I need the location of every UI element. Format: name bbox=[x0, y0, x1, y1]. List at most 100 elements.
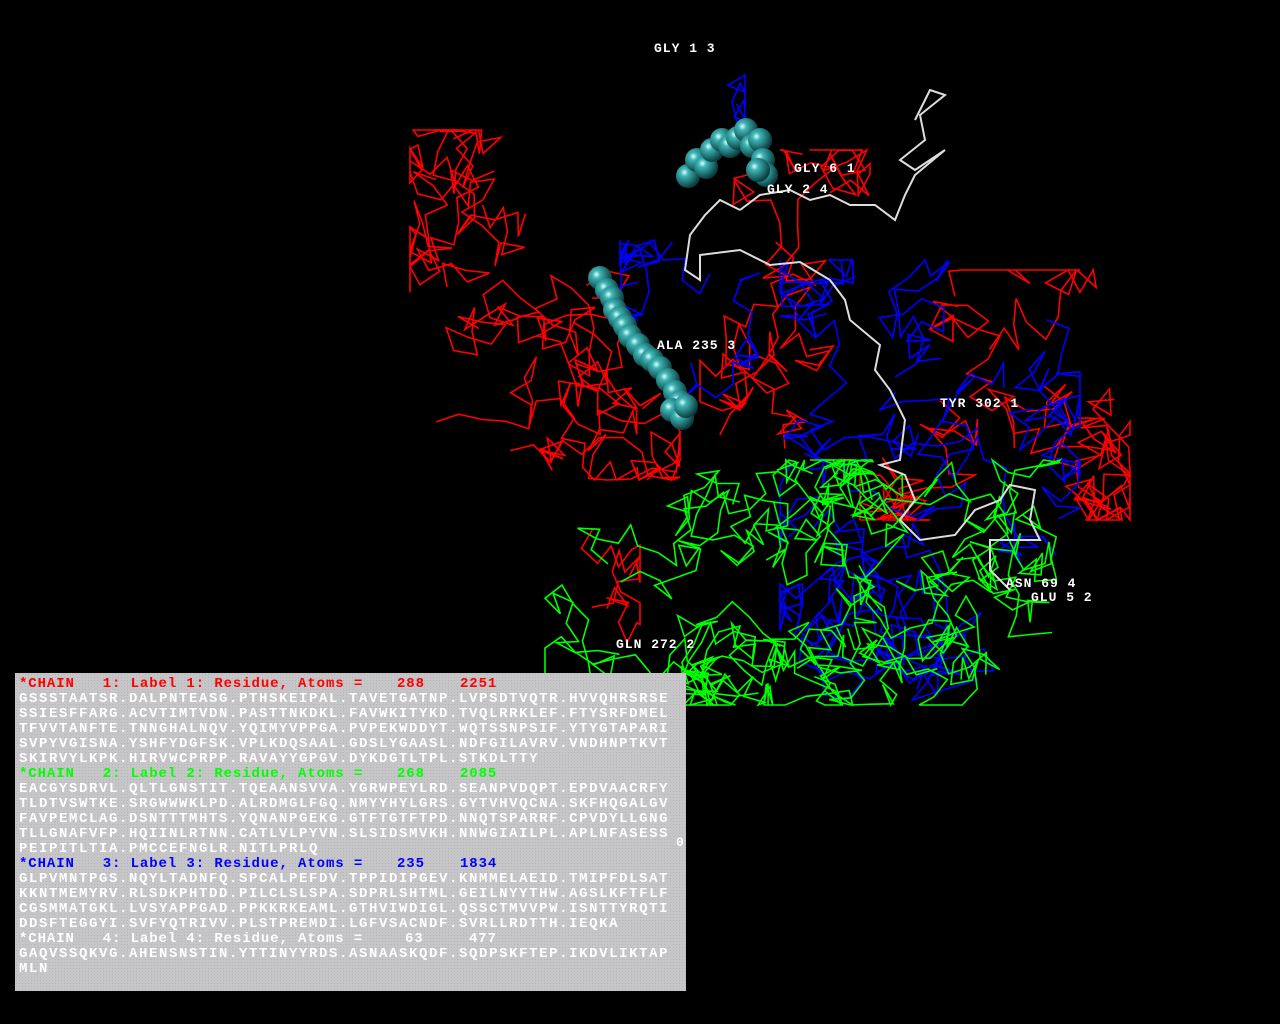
chain1-segment bbox=[751, 285, 835, 449]
chain3-segment bbox=[1039, 371, 1083, 520]
sequence-info-panel: *CHAIN 1: Label 1: Residue, Atoms = 288 22… bbox=[15, 673, 686, 991]
chain1-segment bbox=[606, 547, 641, 645]
chain2-segment bbox=[680, 638, 843, 707]
residue-count: 268 bbox=[397, 766, 425, 782]
atom-sphere bbox=[748, 128, 772, 152]
sequence-line: SKIRVYLKPK.HIRVWCPRPP.RAVAYYGPGV.DYKDGTL… bbox=[19, 751, 540, 767]
chain1-segment bbox=[510, 430, 681, 481]
chain1-segment bbox=[411, 129, 504, 194]
chain1-segment bbox=[1073, 386, 1131, 523]
chain1-segment bbox=[1003, 383, 1117, 510]
residue-label: TYR 302 1 bbox=[940, 396, 1020, 411]
chain1-segment bbox=[699, 331, 790, 412]
atom-count: 2251 bbox=[460, 676, 498, 692]
chain2-segment bbox=[796, 594, 1001, 706]
chain3-segment bbox=[916, 360, 1057, 571]
sequence-line: TFVVTANFTE.TNNGHALNQV.YQIMYVPPGA.PVPEKWD… bbox=[19, 721, 670, 737]
chain3-segment bbox=[779, 259, 856, 340]
chain2-segment bbox=[657, 620, 776, 706]
chain2-segment bbox=[858, 619, 980, 686]
chain2-segment bbox=[767, 463, 904, 586]
sequence-line: MLN bbox=[19, 961, 50, 977]
chain3-segment bbox=[778, 582, 935, 666]
chain-header-label: *CHAIN 2: Label 2: Residue, Atoms = bbox=[19, 766, 364, 782]
chain2-segment bbox=[690, 471, 789, 568]
chain-header-label: *CHAIN 4: Label 4: Residue, Atoms = bbox=[19, 931, 364, 947]
stray-character: 0 bbox=[676, 835, 684, 850]
chain3-segment bbox=[860, 521, 949, 685]
sequence-line: GAQVSSQKVG.AHENSNSTIN.YTTINYYRDS.ASNAASK… bbox=[19, 946, 670, 962]
chain-header: *CHAIN 3: Label 3: Residue, Atoms = 235 18… bbox=[19, 857, 679, 872]
chain-2-backbone bbox=[543, 457, 1063, 708]
chain2-segment bbox=[810, 459, 992, 640]
residue-count: 235 bbox=[397, 856, 425, 872]
residue-label: ALA 235 3 bbox=[657, 338, 737, 353]
chain3-segment bbox=[681, 272, 761, 401]
residue-label: GLN 272 2 bbox=[616, 637, 696, 652]
chain3-segment bbox=[779, 281, 920, 458]
residue-label: GLU 5 2 bbox=[1031, 590, 1093, 605]
residue-label: GLY 1 3 bbox=[654, 41, 716, 56]
atom-sphere bbox=[746, 158, 770, 182]
sequence-line: PEIPITLTIA.PMCCEFNGLR.NITLPRLQ bbox=[19, 841, 320, 857]
residue-count: 288 bbox=[397, 676, 425, 692]
chain1-segment bbox=[435, 356, 682, 482]
chain-4-trace bbox=[683, 198, 1042, 591]
chain-4-trace-top bbox=[739, 88, 948, 222]
chain2-segment bbox=[768, 588, 883, 684]
chain3-segment bbox=[877, 258, 951, 378]
atom-sphere bbox=[674, 394, 698, 418]
chain3-segment bbox=[1007, 319, 1081, 453]
sequence-line: GSSSTAATSR.DALPNTEASG.PTHSKEIPAL.TAVETGA… bbox=[19, 691, 670, 707]
chain2-segment bbox=[983, 457, 1063, 638]
chain2-segment bbox=[713, 664, 854, 707]
sequence-line: DDSFTEGGYI.SVFYQTRIVV.PLSTPREMDI.LGFVSAC… bbox=[19, 916, 620, 932]
sequence-line: KKNTMEMYRV.RLSDKPHTDD.PILCLSLSPA.SDPRLSH… bbox=[19, 886, 670, 902]
sequence-line: GLPVMNTPGS.NQYLTADNFQ.SPCALPEFDV.TPPIDIP… bbox=[19, 871, 670, 887]
chain1-segment bbox=[860, 400, 979, 521]
chain1-segment bbox=[444, 279, 564, 356]
chain-header: *CHAIN 2: Label 2: Residue, Atoms = 268 20… bbox=[19, 767, 679, 782]
sequence-line: CGSMMATGKL.LVSYAPPGAD.PPKKRKEAML.GTHVIWD… bbox=[19, 901, 670, 917]
chain-header-label: *CHAIN 3: Label 3: Residue, Atoms = bbox=[19, 856, 364, 872]
chain2-segment bbox=[666, 600, 781, 696]
residue-label: ASN 69 4 bbox=[1006, 576, 1077, 591]
sphere-atoms bbox=[588, 118, 778, 430]
chain3-segment bbox=[778, 418, 841, 547]
chain1-segment bbox=[732, 149, 836, 279]
sequence-line: EACGYSDRVL.QLTLGNSTIT.TQEAANSVVA.YGRWPEY… bbox=[19, 781, 670, 797]
chain1-segment bbox=[580, 528, 641, 608]
sequence-line: TLLGNAFVFP.HQIINLRTNN.CATLVLPYVN.SLSIDSM… bbox=[19, 826, 670, 842]
chain3-segment bbox=[843, 391, 980, 522]
chain3-segment bbox=[618, 238, 674, 303]
sequence-line: SSIESFFARG.ACVTIMTVDN.PASTTNKDKL.FAVWKIT… bbox=[19, 706, 670, 722]
chain-header: *CHAIN 1: Label 1: Residue, Atoms = 288 22… bbox=[19, 677, 679, 692]
residue-count: 63 bbox=[405, 931, 424, 947]
residue-label: GLY 6 1 bbox=[794, 161, 856, 176]
residue-label: GLY 2 4 bbox=[767, 182, 829, 197]
sequence-line: FAVPEMCLAG.DSNTTTMHTS.YQNANPGEKG.GTFTGTF… bbox=[19, 811, 670, 827]
chain1-segment bbox=[408, 129, 527, 237]
chain-4-backbone bbox=[683, 88, 1042, 591]
chain2-segment bbox=[577, 458, 814, 568]
sequence-line: SVPYVGISNA.YSHFYDGFSK.VPLKDQSAAL.GDSLYGA… bbox=[19, 736, 670, 752]
chain-header-label: *CHAIN 1: Label 1: Residue, Atoms = bbox=[19, 676, 364, 692]
chain3-segment bbox=[726, 73, 746, 140]
chain1-segment bbox=[719, 241, 828, 436]
chain1-segment bbox=[947, 267, 1098, 351]
sequence-line: TLDTVSWTKE.SRGWWWKLPD.ALRDMGLFGQ.NMYYHYL… bbox=[19, 796, 670, 812]
chain1-segment bbox=[408, 171, 453, 293]
chain2-segment bbox=[951, 510, 1050, 623]
atom-count: 2085 bbox=[460, 766, 498, 782]
chain2-segment bbox=[620, 469, 741, 600]
chain1-segment bbox=[567, 321, 662, 417]
chain1-segment bbox=[557, 322, 681, 481]
chain3-segment bbox=[779, 508, 884, 623]
chain2-segment bbox=[822, 458, 889, 521]
chain-1-backbone bbox=[408, 129, 1133, 645]
chain1-segment bbox=[415, 164, 525, 288]
atom-count: 477 bbox=[469, 931, 497, 947]
atom-count: 1834 bbox=[460, 856, 498, 872]
chain-header: *CHAIN 4: Label 4: Residue, Atoms = 63 477 bbox=[19, 932, 679, 947]
